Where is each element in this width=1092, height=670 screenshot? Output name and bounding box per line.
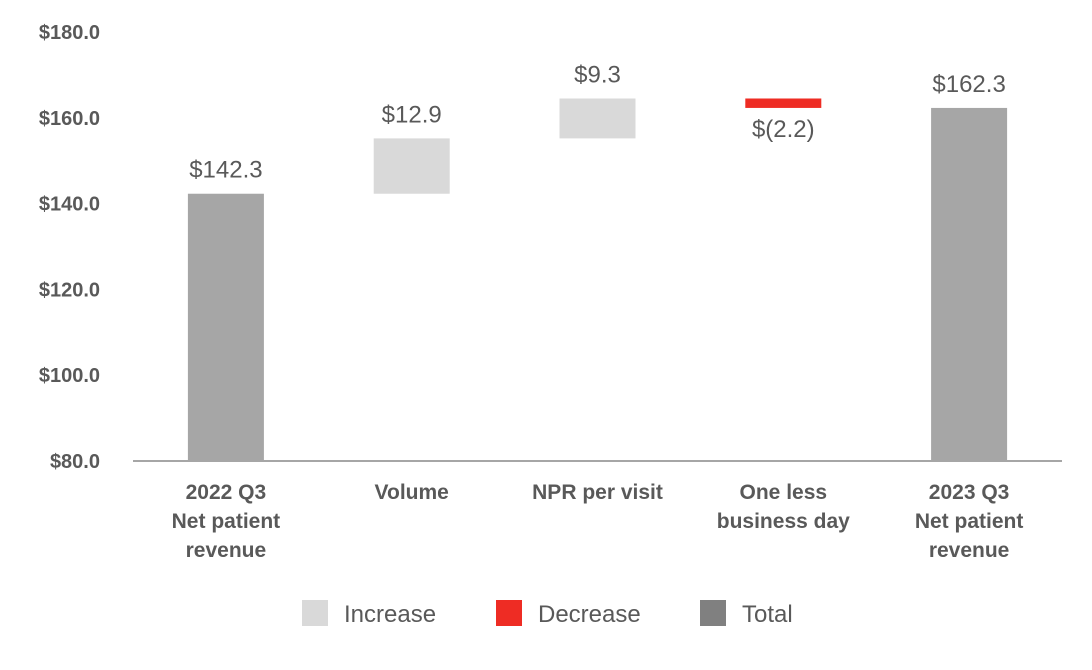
legend-label-total: Total <box>742 601 793 628</box>
x-category-line: Net patient <box>172 510 281 533</box>
total-bar <box>187 193 264 461</box>
x-category-label: One less business day <box>717 481 850 533</box>
x-category-line: Volume <box>375 481 449 504</box>
x-category-line: 2023 Q3 <box>929 481 1010 504</box>
x-category-line: One less <box>740 481 828 504</box>
data-label: $12.9 <box>382 101 442 128</box>
x-category-label: 2022 Q3 Net patient revenue <box>172 481 281 562</box>
y-tick-label: $140.0 <box>39 194 100 216</box>
x-category-label: Volume <box>375 481 449 504</box>
legend-swatch-increase <box>302 600 328 626</box>
y-tick-label: $180.0 <box>39 22 100 44</box>
decrease-bar <box>745 98 822 108</box>
legend: Increase Decrease Total <box>302 600 793 628</box>
legend-label-decrease: Decrease <box>538 601 641 628</box>
legend-swatch-decrease <box>496 600 522 626</box>
data-label: $162.3 <box>932 71 1005 98</box>
y-tick-label: $160.0 <box>39 108 100 130</box>
x-category-line: business day <box>717 510 850 533</box>
total-bar <box>931 107 1008 462</box>
legend-label-increase: Increase <box>344 601 436 628</box>
y-tick-label: $80.0 <box>50 451 100 473</box>
x-category-label: 2023 Q3 Net patient revenue <box>915 481 1024 562</box>
data-label: $142.3 <box>189 157 262 184</box>
x-category-line: Net patient <box>915 510 1024 533</box>
data-label: $(2.2) <box>752 116 815 143</box>
increase-bar <box>559 98 636 139</box>
y-axis: $80.0 $100.0 $120.0 $140.0 $160.0 $180.0 <box>39 22 100 473</box>
y-tick-label: $100.0 <box>39 365 100 387</box>
legend-swatch-total <box>700 600 726 626</box>
bars-group <box>187 98 1008 462</box>
x-axis-labels: 2022 Q3 Net patient revenue Volume NPR per v… <box>172 481 1024 562</box>
x-category-line: 2022 Q3 <box>186 481 267 504</box>
data-label: $9.3 <box>574 61 621 88</box>
x-category-line: revenue <box>929 539 1010 562</box>
x-category-line: NPR per visit <box>532 481 663 504</box>
x-category-line: revenue <box>186 539 267 562</box>
x-category-label: NPR per visit <box>532 481 663 504</box>
y-tick-label: $120.0 <box>39 279 100 301</box>
increase-bar <box>373 138 450 194</box>
data-labels-group: $142.3 $12.9 $9.3 $(2.2) $162.3 <box>189 61 1006 183</box>
